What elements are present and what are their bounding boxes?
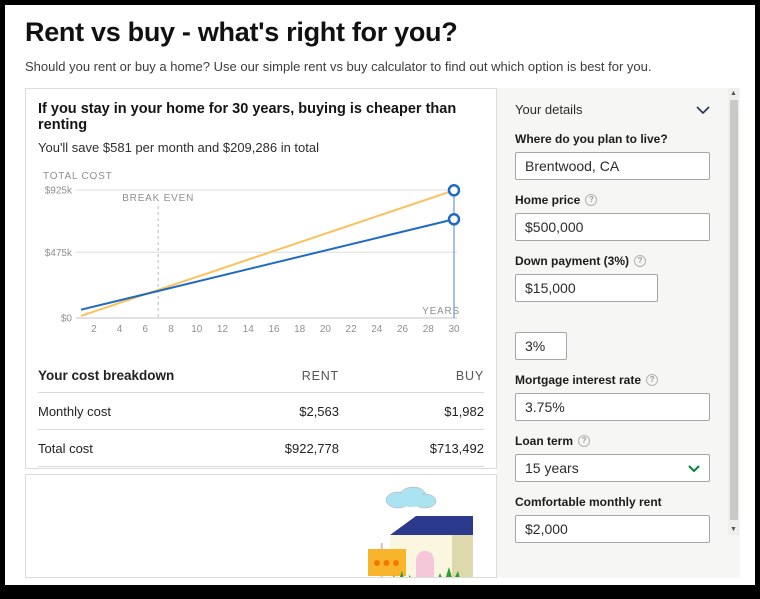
your-details-header[interactable]: Your details (515, 98, 710, 119)
svg-text:YEARS: YEARS (422, 306, 460, 317)
svg-text:22: 22 (346, 324, 358, 335)
buy-value: $713,492 (429, 440, 484, 456)
scroll-down-icon[interactable]: ▼ (730, 526, 737, 533)
monthly-rent-label: Comfortable monthly rent (515, 495, 662, 509)
column-header-buy: BUY (455, 368, 484, 383)
rent-value: $922,778 (284, 440, 339, 456)
down-payment-percent-input[interactable] (515, 332, 567, 360)
help-icon[interactable]: ? (634, 255, 647, 267)
grass-tuft (438, 567, 460, 577)
results-savings: You'll save $581 per month and $209,286 … (38, 140, 319, 155)
row-label: Monthly cost (38, 403, 111, 419)
home-price-input[interactable] (515, 213, 710, 241)
svg-text:14: 14 (243, 324, 255, 335)
row-label: Total cost (38, 440, 93, 456)
table-row: Total cost $922,778 $713,492 (38, 430, 484, 467)
svg-text:$925k: $925k (45, 186, 73, 197)
house-illustration (368, 486, 473, 577)
spacer (515, 302, 710, 332)
chevron-down-icon (688, 464, 700, 472)
sidebar-scrollbar[interactable]: ▲ ▼ (728, 88, 739, 535)
chevron-down-icon (696, 105, 710, 114)
down-payment-input[interactable] (515, 274, 658, 302)
interest-rate-input[interactable] (515, 393, 710, 421)
table-header-row: Your cost breakdown RENT BUY (38, 359, 484, 393)
house-side-wall (452, 533, 473, 577)
help-icon[interactable]: ? (646, 374, 659, 386)
page-subtitle: Should you rent or buy a home? Use our s… (25, 59, 652, 74)
scrollbar-thumb[interactable] (729, 100, 738, 520)
house-roof (390, 516, 473, 535)
grass-tuft (393, 571, 411, 577)
your-details-title: Your details (515, 102, 583, 117)
svg-text:4: 4 (117, 324, 123, 335)
svg-text:2: 2 (91, 324, 97, 335)
illustration-card (25, 474, 497, 578)
results-card: If you stay in your home for 30 years, b… (25, 88, 497, 469)
results-headline: If you stay in your home for 30 years, b… (38, 101, 457, 133)
svg-text:$0: $0 (61, 314, 73, 325)
page-title: Rent vs buy - what's right for you? (25, 17, 458, 47)
results-column: If you stay in your home for 30 years, b… (25, 88, 497, 578)
location-label: Where do you plan to live? (515, 132, 668, 146)
home-price-label: Home price ? (515, 193, 710, 207)
column-header-rent: RENT (301, 368, 339, 383)
monthly-rent-input[interactable] (515, 515, 710, 543)
svg-text:24: 24 (371, 324, 383, 335)
help-icon[interactable]: ? (578, 435, 591, 447)
house-door (416, 551, 434, 577)
svg-text:30: 30 (448, 324, 460, 335)
svg-text:TOTAL COST: TOTAL COST (43, 171, 113, 182)
rent-vs-buy-page: Rent vs buy - what's right for you? Shou… (5, 5, 755, 578)
loan-term-value: 15 years (525, 460, 579, 476)
loan-term-select[interactable]: 15 years (515, 454, 710, 482)
svg-text:10: 10 (191, 324, 203, 335)
buy-value: $1,982 (444, 403, 484, 419)
down-payment-label: Down payment (3%) ? (515, 254, 710, 268)
svg-text:26: 26 (397, 324, 409, 335)
svg-text:$475k: $475k (45, 248, 73, 259)
svg-text:28: 28 (423, 324, 435, 335)
svg-text:12: 12 (217, 324, 229, 335)
svg-text:8: 8 (168, 324, 174, 335)
cost-chart: $925k $475k $0 TOTAL COST 2 4 6 8 10 12 14 16 18 20 22… (38, 168, 484, 343)
svg-text:6: 6 (143, 324, 149, 335)
table-row: Monthly cost $2,563 $1,982 (38, 393, 484, 430)
svg-text:16: 16 (268, 324, 280, 335)
svg-text:20: 20 (320, 324, 332, 335)
interest-rate-label: Mortgage interest rate ? (515, 373, 710, 387)
your-details-panel: Your details Where do you plan to live? … (497, 88, 740, 578)
loan-term-label: Loan term ? (515, 434, 710, 448)
cloud-icon (385, 486, 437, 509)
scroll-up-icon[interactable]: ▲ (730, 90, 737, 97)
svg-text:BREAK EVEN: BREAK EVEN (122, 193, 194, 204)
rent-value: $2,563 (299, 403, 339, 419)
cost-breakdown-table: Your cost breakdown RENT BUY Monthly cos… (38, 359, 484, 467)
table-title: Your cost breakdown (38, 368, 175, 383)
help-icon[interactable]: ? (585, 194, 598, 206)
location-input[interactable] (515, 152, 710, 180)
svg-text:18: 18 (294, 324, 306, 335)
